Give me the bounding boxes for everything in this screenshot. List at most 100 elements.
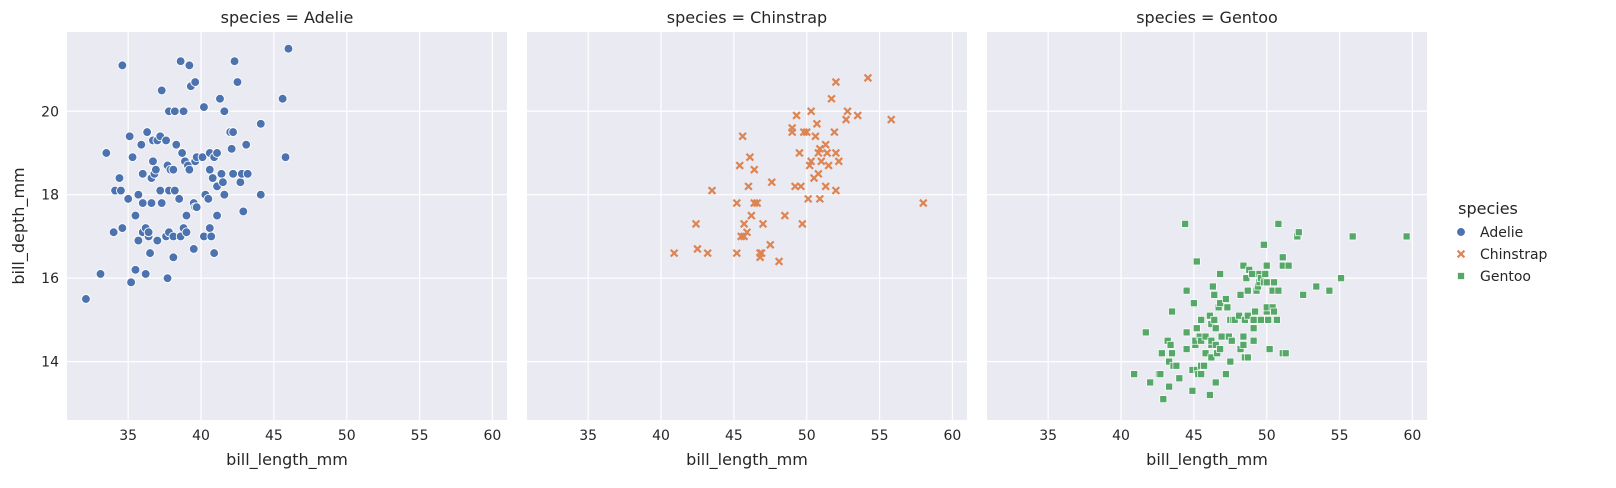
data-point-adelie [108,227,119,238]
data-point-adelie [171,139,182,150]
data-point-gentoo [1274,220,1283,228]
x-tick-label: 35 [1039,428,1057,444]
data-point-chinstrap [817,157,826,166]
data-point-chinstrap [919,198,928,208]
data-point-adelie [190,77,201,87]
x-axis-label: bill_length_mm [686,450,808,470]
data-point-gentoo [1264,316,1273,324]
data-point-chinstrap [815,194,825,204]
data-point-adelie [151,164,161,175]
data-point-adelie [219,106,230,117]
data-point-chinstrap [812,119,822,128]
data-point-gentoo [1130,370,1139,378]
data-point-adelie [238,206,249,217]
panel-title: species = Adelie [221,8,354,27]
data-point-gentoo [1222,370,1230,378]
data-point-adelie [218,177,228,188]
data-point-chinstrap [774,257,784,266]
data-point-gentoo [1281,349,1290,358]
data-point-chinstrap [707,186,717,195]
data-point-adelie [133,189,144,200]
scatter-series-gentoo [1130,220,1411,403]
data-point-chinstrap [732,198,741,208]
data-point-gentoo [1216,270,1224,278]
x-tick-label: 60 [944,428,962,444]
data-point-gentoo [1201,349,1210,358]
data-point-chinstrap [821,182,830,191]
data-point-chinstrap [799,127,808,137]
data-point-chinstrap [806,107,816,116]
data-point-adelie [169,185,180,196]
data-point-adelie [130,264,141,275]
data-point-gentoo [1197,316,1206,324]
data-point-chinstrap [750,165,759,174]
data-point-gentoo [1235,311,1243,320]
data-point-adelie [181,210,192,221]
data-point-adelie [95,269,106,279]
legend-title: species [1458,199,1518,218]
data-point-gentoo [1337,274,1345,283]
data-point-gentoo [1210,290,1219,299]
data-point-chinstrap [815,144,825,153]
data-point-adelie [199,102,209,112]
data-point-chinstrap [750,198,759,208]
data-point-chinstrap [757,248,766,258]
data-point-chinstrap [863,73,873,83]
data-point-gentoo [1165,382,1173,391]
x-tick-label: 50 [798,428,816,444]
data-point-chinstrap [830,127,839,137]
data-point-chinstrap [744,182,753,191]
data-point-adelie [145,248,155,258]
data-point-gentoo [1278,253,1287,262]
x-tick-label: 40 [1112,428,1130,444]
data-point-gentoo [1157,349,1166,358]
data-point-chinstrap [798,219,807,229]
data-point-chinstrap [669,248,679,258]
data-point-chinstrap [693,244,702,254]
data-point-adelie [117,223,128,233]
data-point-gentoo [1211,341,1220,349]
data-point-chinstrap [796,182,806,191]
data-point-adelie [177,148,187,158]
data-point-adelie [228,127,238,137]
data-point-adelie [191,202,202,213]
data-point-gentoo [1402,232,1411,241]
data-point-gentoo [1216,299,1224,308]
data-point-adelie [178,106,189,117]
x-tick-label: 50 [1258,428,1276,444]
x-tick-label: 45 [1185,428,1203,444]
data-point-chinstrap [811,132,820,141]
y-tick-label: 20 [41,104,59,120]
data-point-gentoo [1348,232,1357,241]
x-tick-label: 60 [484,428,502,444]
data-point-chinstrap [824,161,833,170]
data-point-chinstrap [703,248,712,258]
data-point-chinstrap [821,140,830,149]
data-point-adelie [133,235,144,246]
data-point-adelie [116,185,126,196]
data-point-adelie [169,106,180,117]
data-point-gentoo [1217,332,1226,341]
data-point-adelie [204,164,215,175]
data-point-adelie [241,139,252,150]
data-point-adelie [174,194,185,204]
data-point-gentoo [1274,286,1283,295]
legend-label-gentoo: Gentoo [1480,269,1531,285]
data-point-gentoo [1188,386,1197,395]
data-point-adelie [101,148,112,158]
data-point-gentoo [1208,282,1217,291]
data-point-adelie [162,273,173,284]
data-point-adelie [184,164,195,175]
data-point-chinstrap [887,115,896,124]
data-point-gentoo [1265,345,1274,353]
data-point-adelie [216,168,227,179]
data-point-chinstrap [780,211,790,220]
data-point-gentoo [1243,286,1252,295]
data-point-adelie [130,210,141,221]
data-point-gentoo [1201,332,1210,341]
data-point-chinstrap [802,127,811,137]
data-point-adelie [235,177,246,188]
data-point-chinstrap [834,157,843,166]
